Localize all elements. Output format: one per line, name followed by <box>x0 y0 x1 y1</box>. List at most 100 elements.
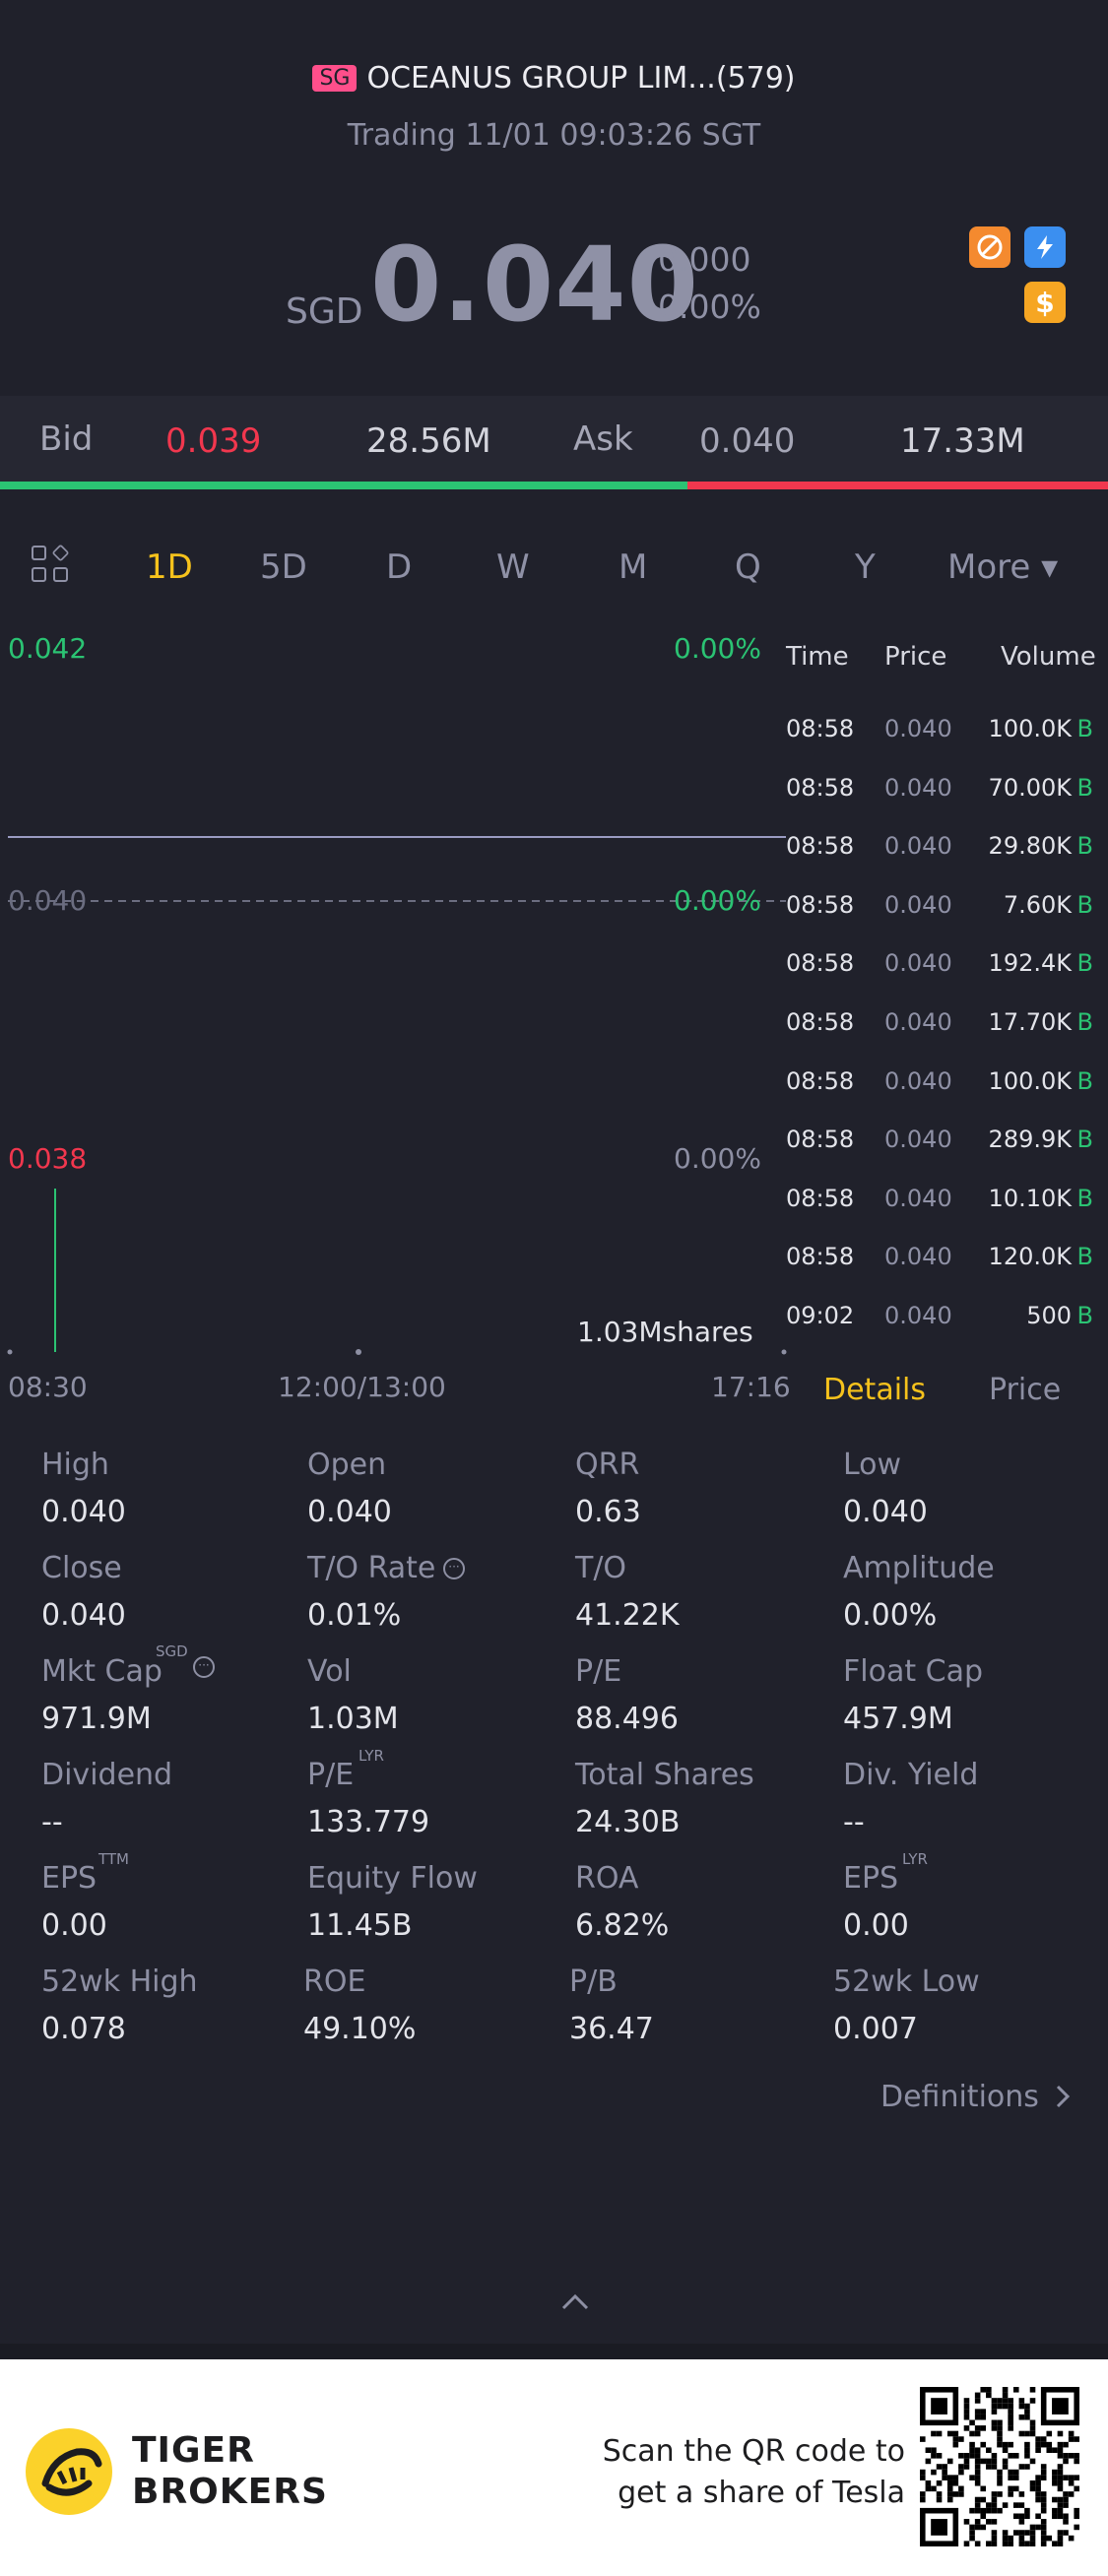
mktcap-value: 971.9M <box>41 1702 152 1736</box>
trade-row: 09:02 0.040 500 B <box>786 1302 1093 1341</box>
volume-label: 1.03Mshares <box>577 1316 753 1348</box>
layout-grid-icon[interactable] <box>32 544 73 587</box>
trade-side: B <box>1076 773 1093 802</box>
trade-side: B <box>1076 1008 1093 1036</box>
pct-label-mid: 0.00% <box>674 884 761 917</box>
lightning-icon[interactable] <box>1024 226 1066 268</box>
trade-volume: 17.70K <box>988 1008 1072 1036</box>
intraday-chart[interactable] <box>0 630 788 1379</box>
stock-name: OCEANUS GROUP LIM...(579) <box>366 61 796 96</box>
pe-lyr-sup: LYR <box>358 1747 384 1765</box>
eps-lyr-value: 0.00 <box>843 1908 909 1943</box>
trade-volume: 500 <box>1026 1302 1072 1329</box>
pct-label-top: 0.00% <box>674 632 761 665</box>
chevron-up-icon[interactable] <box>559 2290 591 2312</box>
trade-side: B <box>1076 949 1093 978</box>
trades-header-time: Time <box>786 642 849 672</box>
wk52-low-value: 0.007 <box>833 2012 918 2046</box>
trade-time: 08:58 <box>786 1008 855 1036</box>
trade-price: 0.040 <box>884 949 952 978</box>
wk52-high-label: 52wk High <box>41 1964 198 1999</box>
brand-line-2: BROKERS <box>132 2472 328 2512</box>
trade-time: 08:58 <box>786 890 855 919</box>
x-label-start: 08:30 <box>8 1371 88 1403</box>
high-value: 0.040 <box>41 1495 126 1529</box>
scan-text-2: get a share of Tesla <box>618 2476 905 2510</box>
trade-price: 0.040 <box>884 1184 952 1212</box>
tab-m[interactable]: M <box>619 547 648 587</box>
total-shares-value: 24.30B <box>575 1805 681 1839</box>
bid-ask-bar[interactable] <box>0 396 1108 483</box>
x-tick-start <box>7 1349 13 1355</box>
ask-size: 17.33M <box>900 421 1025 461</box>
qrr-value: 0.63 <box>575 1495 641 1529</box>
tab-1d[interactable]: 1D <box>146 547 193 587</box>
trade-time: 08:58 <box>786 949 855 978</box>
y-label-mid: 0.040 <box>8 884 88 917</box>
price-change-pct: 0.00% <box>658 288 761 326</box>
vol-label: Vol <box>307 1654 352 1689</box>
trade-row: 08:58 0.040 192.4K B <box>786 949 1093 989</box>
to-value: 41.22K <box>575 1598 680 1633</box>
eps-ttm-sup: TTM <box>98 1850 130 1868</box>
currency-label: SGD <box>286 291 363 332</box>
roa-label: ROA <box>575 1861 639 1896</box>
total-shares-label: Total Shares <box>575 1758 754 1792</box>
trade-volume: 289.9K <box>988 1126 1072 1154</box>
trade-row: 08:58 0.040 100.0K B <box>786 1067 1093 1107</box>
trade-volume: 100.0K <box>988 1066 1072 1095</box>
equity-flow-label: Equity Flow <box>307 1861 478 1896</box>
to-rate-info-icon[interactable]: ··· <box>443 1558 465 1579</box>
high-label: High <box>41 1448 109 1482</box>
tab-price[interactable]: Price <box>989 1373 1062 1407</box>
price-change: 0.000 <box>658 240 751 279</box>
tiger-logo-icon <box>26 2428 112 2515</box>
trade-row: 08:58 0.040 29.80K B <box>786 832 1093 871</box>
qrr-label: QRR <box>575 1448 640 1482</box>
tab-q[interactable]: Q <box>735 547 761 587</box>
trade-row: 08:58 0.040 7.60K B <box>786 891 1093 931</box>
brand-line-1: TIGER <box>132 2430 255 2471</box>
bid-size: 28.56M <box>366 421 491 461</box>
trading-status: Trading 11/01 09:03:26 SGT <box>347 118 761 153</box>
to-label: T/O <box>575 1551 627 1585</box>
roe-value: 49.10% <box>303 2012 417 2046</box>
close-value: 0.040 <box>41 1598 126 1633</box>
trade-volume: 70.00K <box>988 773 1072 802</box>
no-short-icon[interactable] <box>969 226 1010 268</box>
trade-time: 08:58 <box>786 1184 855 1212</box>
pe-lyr-label: P/E <box>307 1758 355 1792</box>
tab-more[interactable]: More ▾ <box>947 547 1059 587</box>
tab-5d[interactable]: 5D <box>260 547 307 587</box>
tab-w[interactable]: W <box>496 547 530 587</box>
y-label-top: 0.042 <box>8 632 88 665</box>
trade-time: 09:02 <box>786 1302 855 1329</box>
trade-time: 08:58 <box>786 773 855 802</box>
stock-title: SG OCEANUS GROUP LIM...(579) <box>0 61 1108 96</box>
bid-price: 0.039 <box>165 421 262 461</box>
bid-ratio-bar <box>0 482 687 489</box>
trade-time: 08:58 <box>786 832 855 861</box>
eps-ttm-label: EPS <box>41 1861 98 1896</box>
roe-label: ROE <box>303 1964 366 1999</box>
mktcap-info-icon[interactable]: ··· <box>193 1656 215 1678</box>
floatcap-value: 457.9M <box>843 1702 953 1736</box>
pb-value: 36.47 <box>569 2012 654 2046</box>
definitions-link[interactable]: Definitions <box>880 2080 1072 2114</box>
tab-d[interactable]: D <box>386 547 413 587</box>
eps-ttm-value: 0.00 <box>41 1908 107 1943</box>
eps-lyr-sup: LYR <box>902 1850 928 1868</box>
amplitude-label: Amplitude <box>843 1551 995 1585</box>
x-label-end: 17:16 <box>711 1371 791 1403</box>
tab-details[interactable]: Details <box>823 1373 927 1407</box>
trade-time: 08:58 <box>786 1126 855 1154</box>
low-value: 0.040 <box>843 1495 928 1529</box>
trade-volume: 29.80K <box>988 832 1072 861</box>
trade-price: 0.040 <box>884 1066 952 1095</box>
trade-side: B <box>1076 1302 1093 1329</box>
tab-y[interactable]: Y <box>855 547 876 587</box>
trade-volume: 120.0K <box>988 1243 1072 1271</box>
dollar-icon[interactable]: $ <box>1024 282 1066 323</box>
trade-volume: 192.4K <box>988 949 1072 978</box>
trade-row: 08:58 0.040 289.9K B <box>786 1126 1093 1165</box>
